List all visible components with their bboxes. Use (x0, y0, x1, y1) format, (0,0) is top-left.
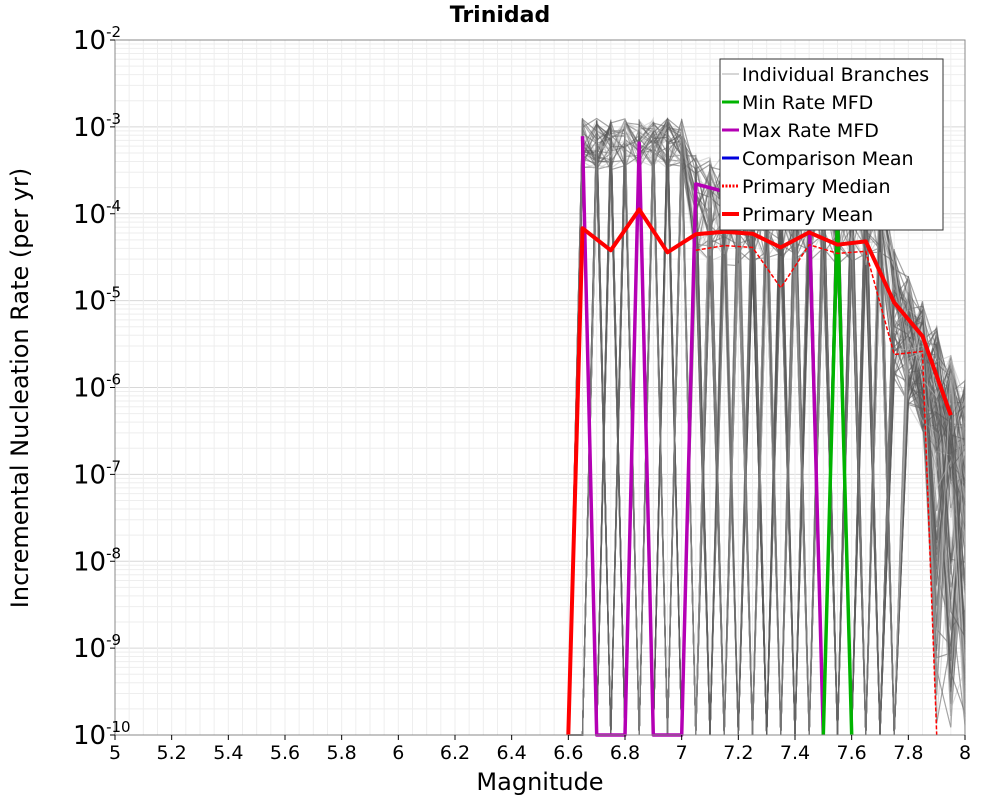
x-tick-label: 5.4 (213, 742, 243, 764)
chart-title: Trinidad (450, 3, 551, 28)
x-tick-label: 7.8 (893, 742, 923, 764)
y-tick-label: 10-3 (73, 110, 121, 143)
x-tick-label: 7.6 (837, 742, 867, 764)
x-tick-label: 5.6 (270, 742, 300, 764)
x-tick-label: 6.6 (553, 742, 583, 764)
legend-label: Comparison Mean (742, 148, 914, 170)
legend-box (719, 58, 944, 231)
legend: Individual Branches Min Rate MFD Max Rate … (719, 58, 944, 231)
y-tick-label: 10-8 (73, 544, 121, 577)
x-tick-label: 5 (109, 742, 121, 764)
y-axis-label: Incremental Nucleation Rate (per yr) (6, 168, 34, 608)
series-primary-median (695, 243, 938, 736)
y-tick-label: 10-2 (73, 23, 121, 56)
legend-label: Max Rate MFD (742, 120, 879, 142)
y-tick-label: 10-4 (73, 197, 121, 230)
legend-label: Min Rate MFD (742, 92, 873, 114)
x-axis-label: Magnitude (476, 768, 603, 796)
y-axis-ticks: 10-10 10-9 10-8 10-7 10-6 10-5 10-4 10-3 10-2 (73, 23, 131, 751)
x-tick-label: 7.4 (780, 742, 810, 764)
x-tick-label: 6 (392, 742, 404, 764)
y-tick-label: 10-6 (73, 371, 121, 404)
legend-label: Primary Mean (742, 204, 873, 226)
x-tick-label: 7.2 (723, 742, 753, 764)
x-tick-label: 7 (676, 742, 688, 764)
x-tick-label: 5.2 (157, 742, 187, 764)
x-tick-label: 8 (959, 742, 971, 764)
x-tick-label: 6.2 (440, 742, 470, 764)
y-tick-label: 10-10 (73, 718, 131, 751)
legend-label: Primary Median (742, 176, 891, 198)
y-tick-label: 10-5 (73, 284, 121, 317)
y-tick-label: 10-9 (73, 631, 121, 664)
series-primary-mean (566, 207, 953, 736)
x-tick-label: 6.8 (610, 742, 640, 764)
x-axis-ticks: 5 5.2 5.4 5.6 5.8 6 6.2 6.4 6.6 6.8 7 7.2 7.4 7.6 7.8 8 (109, 735, 971, 764)
y-tick-label: 10-7 (73, 457, 121, 490)
x-tick-label: 5.8 (327, 742, 357, 764)
legend-label: Individual Branches (742, 64, 929, 86)
x-tick-label: 6.4 (497, 742, 527, 764)
